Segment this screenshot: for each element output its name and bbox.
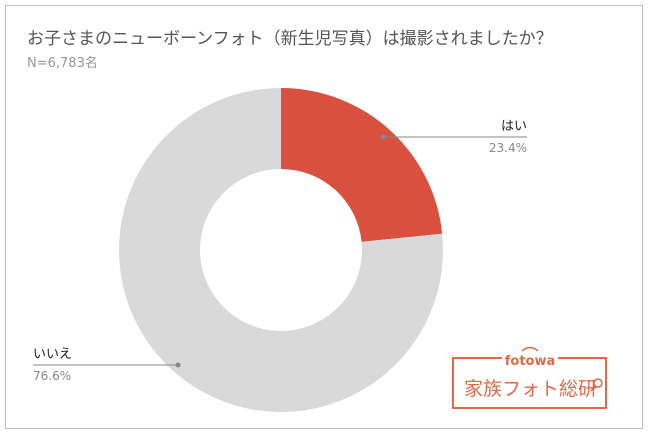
magnifier-icon (593, 378, 603, 388)
logo-text: 家族フォト総研 (464, 378, 597, 400)
chart-subtitle: N=6,783名 (27, 56, 98, 71)
leader-dot-yes (380, 134, 386, 140)
fotowa-logo: fotowa 家族フォト総研 (452, 346, 607, 409)
leader-dot-no (175, 362, 181, 368)
logo-wordmark: fotowa (505, 354, 556, 369)
slice-no (118, 88, 444, 412)
slice-value-yes: 23.4% (489, 141, 527, 155)
slice-label-no: いいえ (33, 347, 72, 362)
slice-value-no: 76.6% (33, 369, 71, 383)
slice-yes (281, 88, 443, 242)
slice-label-yes: はい (501, 119, 527, 134)
chart-title: お子さまのニューボーンフォト（新生児写真）は撮影されましたか？ (27, 29, 553, 49)
